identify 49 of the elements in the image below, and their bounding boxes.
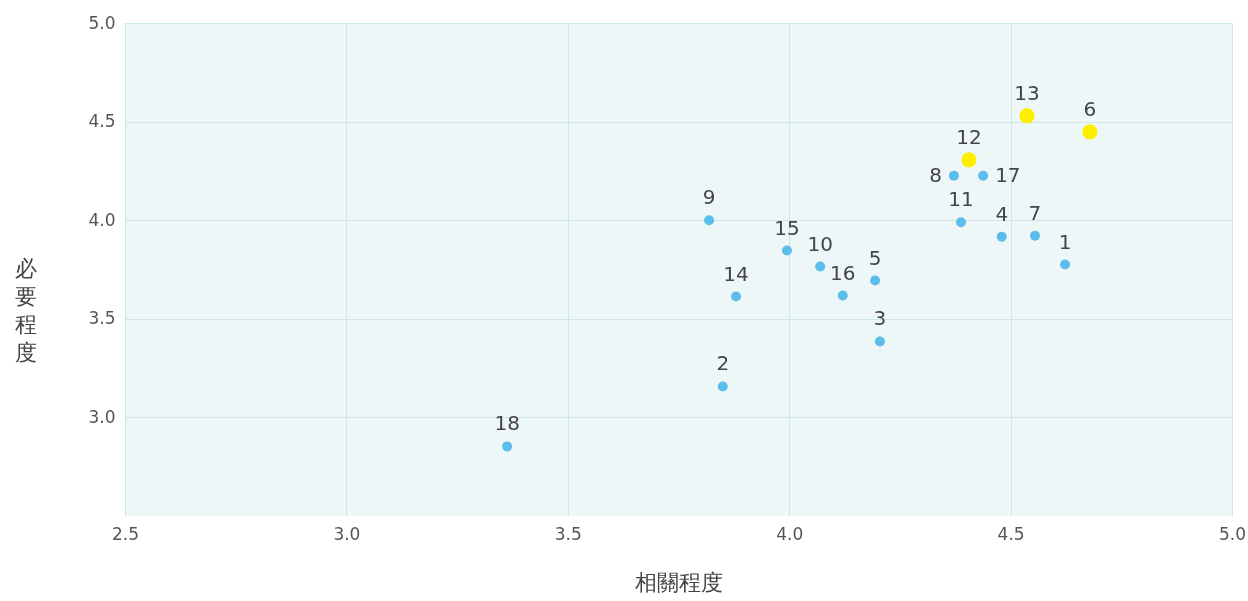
annotation: 9 bbox=[702, 185, 716, 210]
annotation: 10 bbox=[807, 231, 833, 256]
point bbox=[837, 290, 848, 301]
annotation: 11 bbox=[948, 187, 974, 212]
point bbox=[961, 152, 977, 168]
annotation: 6 bbox=[1083, 96, 1097, 121]
point bbox=[996, 231, 1007, 242]
y-tick-label: 5.0 bbox=[88, 12, 116, 33]
annotation: 17 bbox=[995, 162, 1021, 187]
y-tick-label: 4.5 bbox=[88, 111, 116, 132]
point bbox=[704, 215, 715, 226]
annotation: 16 bbox=[830, 260, 856, 285]
x-tick-label: 4.0 bbox=[776, 523, 804, 544]
annotation: 15 bbox=[774, 215, 800, 240]
y-tick-label: 3.5 bbox=[88, 308, 116, 329]
x-tick-label: 4.5 bbox=[997, 523, 1025, 544]
point bbox=[978, 170, 989, 181]
point bbox=[781, 245, 792, 256]
point bbox=[1029, 230, 1040, 241]
x-axis-title: 相關程度 bbox=[635, 569, 723, 595]
annotation: 3 bbox=[873, 306, 887, 331]
y-tick-label: 3.0 bbox=[88, 406, 116, 427]
annotation: 1 bbox=[1058, 229, 1072, 254]
annotation: 5 bbox=[868, 245, 882, 270]
point bbox=[502, 441, 513, 452]
annotation: 18 bbox=[494, 411, 520, 436]
point bbox=[815, 261, 826, 272]
point bbox=[956, 217, 967, 228]
y-axis-title: 必要程度 bbox=[14, 255, 37, 365]
annotation: 4 bbox=[995, 201, 1009, 226]
annotation: 13 bbox=[1014, 80, 1040, 105]
x-tick-label: 2.5 bbox=[111, 523, 140, 544]
annotation: 8 bbox=[929, 162, 942, 187]
point bbox=[1060, 259, 1071, 270]
point bbox=[717, 381, 728, 392]
point bbox=[731, 291, 742, 302]
y-tick-label: 4.0 bbox=[88, 209, 116, 230]
x-tick-label: 5.0 bbox=[1218, 523, 1247, 544]
annotation: 12 bbox=[956, 124, 982, 149]
point bbox=[1019, 108, 1035, 124]
x-tick-label: 3.5 bbox=[554, 523, 582, 544]
point bbox=[1082, 124, 1098, 140]
annotation: 14 bbox=[723, 261, 749, 286]
annotation: 2 bbox=[716, 351, 730, 376]
x-tick-label: 3.0 bbox=[333, 523, 361, 544]
annotation: 7 bbox=[1028, 200, 1042, 225]
point bbox=[870, 275, 881, 286]
point bbox=[948, 170, 959, 181]
point bbox=[874, 336, 885, 347]
